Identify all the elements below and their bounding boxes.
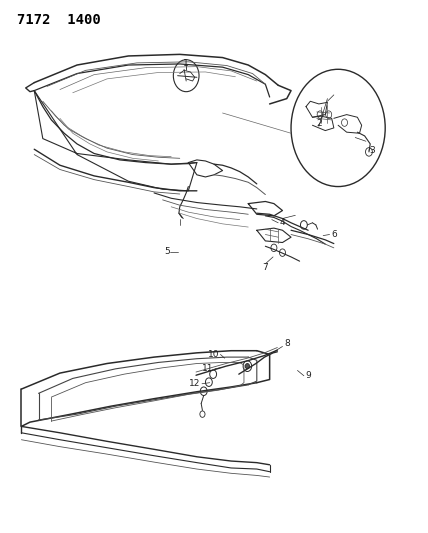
Text: 9: 9 bbox=[305, 372, 311, 380]
Text: 5: 5 bbox=[164, 247, 170, 256]
Text: 11: 11 bbox=[202, 365, 213, 373]
Text: 3: 3 bbox=[369, 146, 375, 155]
Text: 1: 1 bbox=[183, 60, 189, 68]
Text: 2: 2 bbox=[316, 119, 322, 128]
Text: 4: 4 bbox=[279, 219, 285, 227]
Text: 6: 6 bbox=[331, 230, 337, 239]
Text: 8: 8 bbox=[284, 340, 290, 348]
Text: 7: 7 bbox=[262, 263, 268, 272]
Text: 12: 12 bbox=[189, 379, 200, 388]
Text: 10: 10 bbox=[208, 350, 220, 359]
Circle shape bbox=[245, 364, 250, 369]
Text: 7172  1400: 7172 1400 bbox=[17, 13, 101, 27]
